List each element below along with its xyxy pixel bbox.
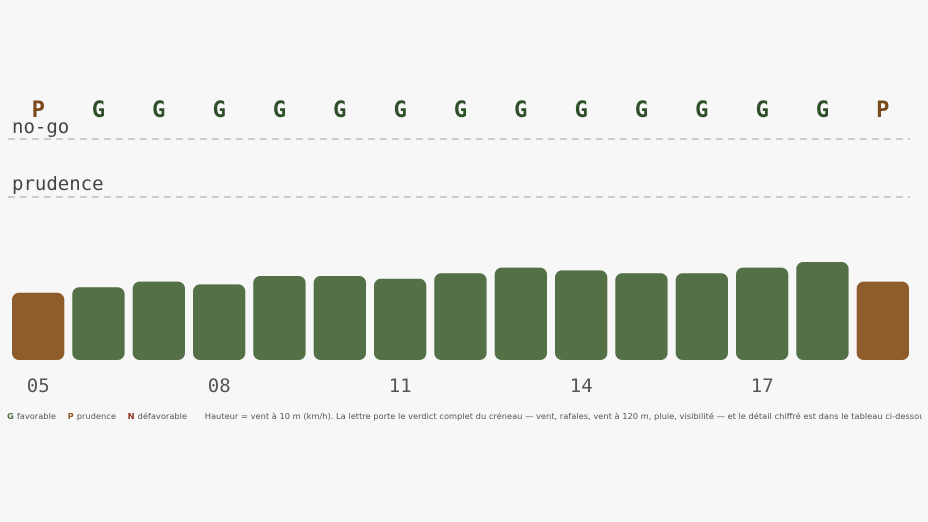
verdict-letter-07: G (152, 98, 165, 123)
bar-12 (434, 273, 487, 360)
bar-11 (374, 278, 427, 360)
verdict-letter-18: G (816, 98, 829, 123)
tick-label-05: 05 (27, 375, 50, 397)
tick-label-14: 14 (570, 375, 593, 397)
bar-14 (555, 270, 608, 360)
tick-label-11: 11 (389, 375, 412, 397)
bar-10 (313, 276, 366, 360)
bar-07 (132, 281, 185, 360)
bar-19 (856, 281, 909, 360)
bar-05 (12, 292, 65, 360)
verdict-letter-11: G (394, 98, 407, 123)
bar-15 (615, 273, 668, 360)
bar-17 (736, 267, 789, 360)
bar-series (12, 262, 909, 360)
bar-16 (675, 273, 728, 360)
verdict-letter-15: G (635, 98, 648, 123)
verdict-letter-05: P (32, 98, 45, 123)
tick-label-17: 17 (751, 375, 774, 397)
legend-key-favorable: G (7, 411, 14, 421)
legend-key-defavorable: N (127, 411, 135, 421)
tick-label-08: 08 (208, 375, 231, 397)
threshold-lines: no-go prudence (8, 116, 910, 198)
legend-key-prudence: P (67, 411, 74, 421)
x-axis-ticks: 05 08 11 14 17 (27, 375, 774, 397)
verdict-letter-08: G (213, 98, 226, 123)
verdict-letter-17: G (756, 98, 769, 123)
verdict-letter-13: G (514, 98, 527, 123)
bar-13 (494, 267, 547, 360)
wind-chart: P G G G G G G G G G G G G G P no-go prudence 05 08 11 14 1… (8, 98, 910, 397)
verdict-letter-19: P (876, 98, 889, 123)
bar-09 (253, 276, 306, 360)
legend-label-favorable: favorable (16, 411, 56, 421)
legend-note: Hauteur = vent à 10 m (km/h). La lettre … (204, 411, 922, 421)
bar-18 (796, 262, 849, 360)
verdict-letter-16: G (695, 98, 708, 123)
verdict-letter-14: G (575, 98, 588, 123)
bar-06 (72, 287, 125, 360)
legend-label-prudence: prudence (76, 411, 116, 421)
threshold-label-no-go: no-go (12, 116, 69, 138)
verdict-letter-12: G (454, 98, 467, 123)
verdict-letter-06: G (92, 98, 105, 123)
legend-label-defavorable: défavorable (137, 411, 188, 421)
threshold-label-prudence: prudence (12, 173, 104, 195)
verdict-letter-10: G (333, 98, 346, 123)
verdict-letter-09: G (273, 98, 286, 123)
bar-08 (193, 284, 246, 360)
